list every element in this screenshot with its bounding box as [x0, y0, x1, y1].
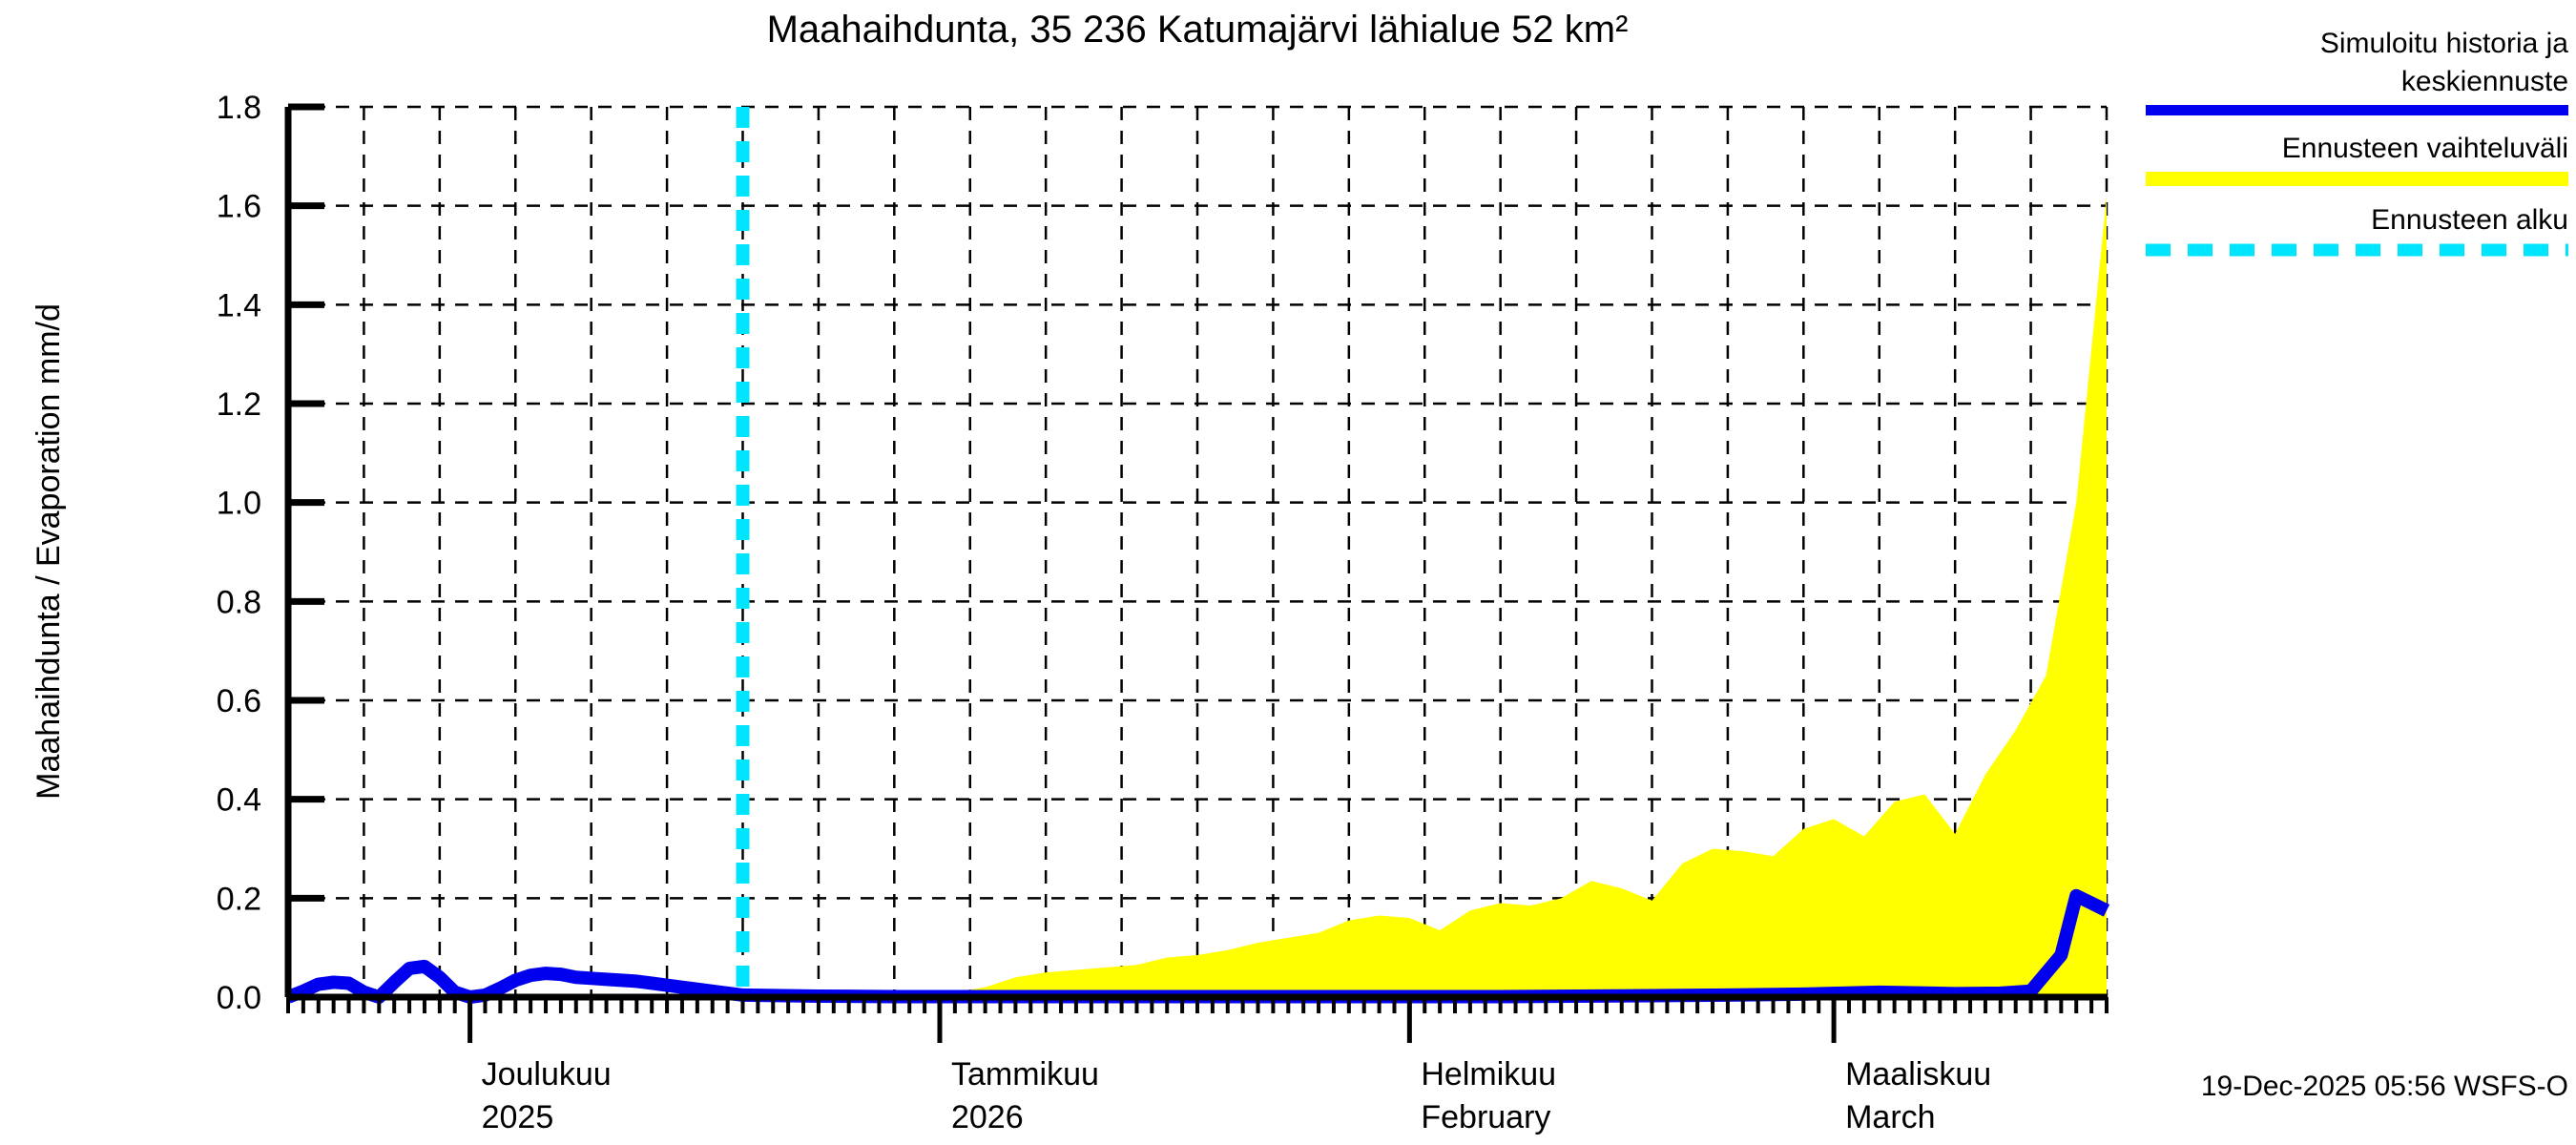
legend-item-1-label-line1: Ennusteen vaihteluväli — [2282, 133, 2568, 164]
y-tick-label: 0.0 — [217, 980, 261, 1016]
axis-layer — [284, 103, 2109, 1043]
forecast-band-layer — [742, 196, 2107, 998]
x-tick-label-layer: Joulukuu 2025 Tammikuu 2026 Helmikuu February… — [482, 1056, 1992, 1135]
footer-timestamp: 19-Dec-2025 05:56 WSFS-O — [2201, 1071, 2568, 1102]
legend-item-2-label-line1: Ennusteen alku — [2371, 204, 2568, 236]
y-tick-label: 1.2 — [217, 386, 261, 423]
y-tick-label: 1.8 — [217, 90, 261, 126]
chart-title: Maahaihdunta, 35 236 Katumajärvi lähialu… — [767, 9, 1629, 51]
legend-item-0-label-line1: Simuloitu historia ja — [2320, 28, 2568, 59]
x-tick-label-month: Tammikuu — [951, 1056, 1099, 1093]
y-tick-label: 0.4 — [217, 782, 261, 819]
y-tick-label: 1.6 — [217, 189, 261, 225]
legend-swatch-history-line — [2146, 105, 2568, 115]
legend-item-0-label-line2: keskiennuste — [2401, 66, 2568, 97]
x-tick-label-month: Helmikuu — [1421, 1056, 1556, 1093]
y-tick-label: 0.8 — [217, 584, 261, 620]
legend-swatch-forecast-band — [2146, 172, 2568, 186]
x-tick-label-month: Joulukuu — [482, 1056, 612, 1093]
y-axis-label: Maahaihdunta / Evaporation mm/d — [31, 303, 67, 800]
x-tick-label-month: Maaliskuu — [1845, 1056, 1991, 1093]
x-tick-label-sub: 2025 — [482, 1099, 554, 1135]
y-tick-label: 1.4 — [217, 287, 261, 323]
y-tick-label-layer: 0.0 0.2 0.4 0.6 0.8 1.0 1.2 1.4 1.6 1.8 — [217, 90, 261, 1016]
x-tick-label-sub: March — [1845, 1099, 1935, 1135]
y-tick-label: 1.0 — [217, 486, 261, 522]
y-tick-label: 0.2 — [217, 881, 261, 917]
legend: Simuloitu historia ja keskiennuste Ennus… — [2146, 28, 2568, 257]
y-tick-label: 0.6 — [217, 683, 261, 719]
x-tick-label-sub: 2026 — [951, 1099, 1024, 1135]
x-tick-label-sub: February — [1421, 1099, 1550, 1135]
